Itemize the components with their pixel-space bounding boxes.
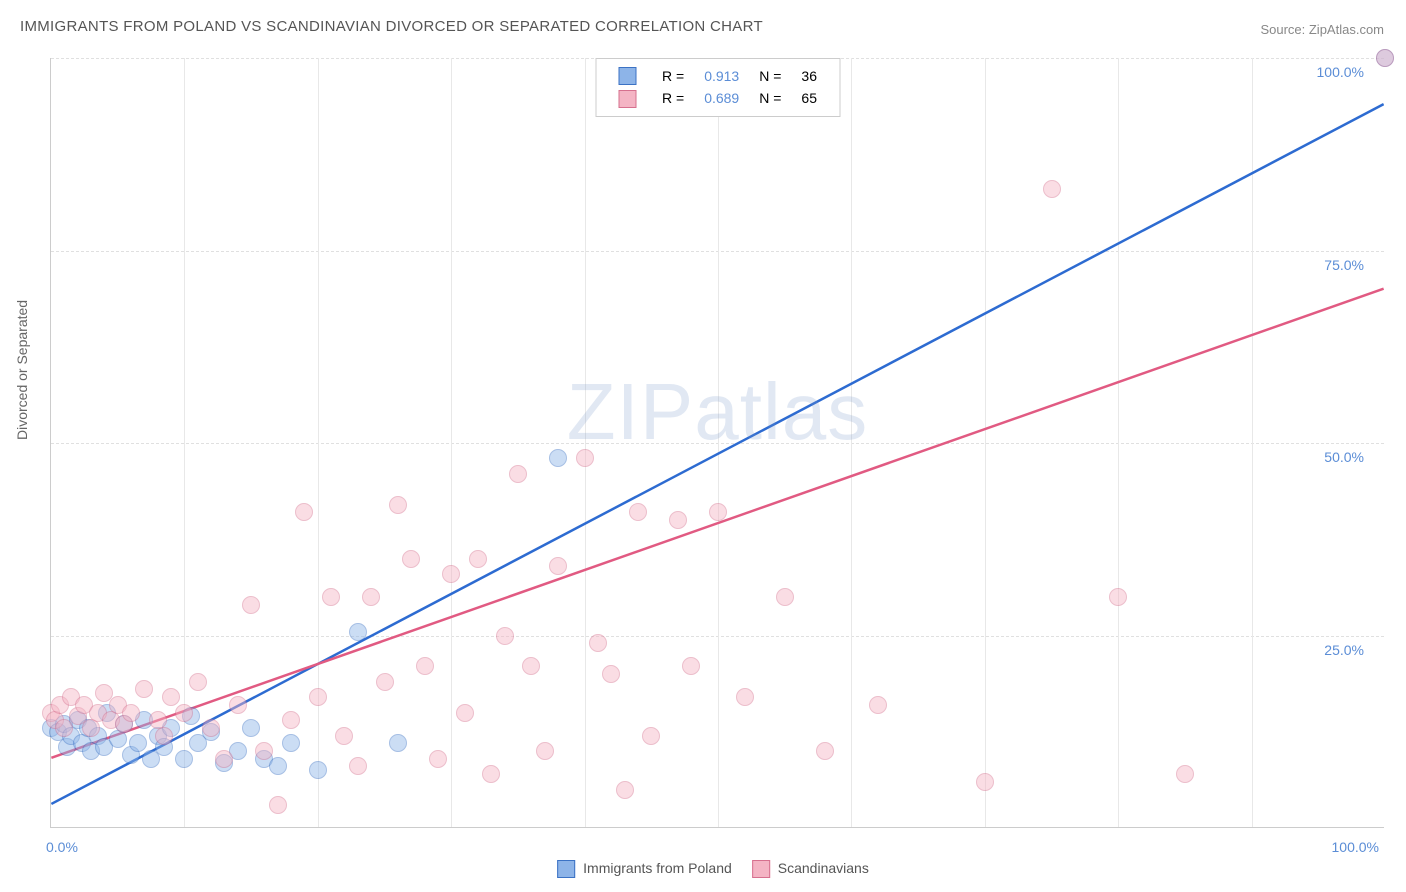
legend-swatch: [752, 860, 770, 878]
scatter-point: [402, 550, 420, 568]
y-axis-label: Divorced or Separated: [14, 300, 30, 440]
gridline-v: [718, 58, 719, 827]
ytick-label: 50.0%: [1284, 449, 1364, 465]
scatter-point: [162, 688, 180, 706]
scatter-point: [362, 588, 380, 606]
legend-n-label: N =: [749, 87, 791, 109]
scatter-point: [175, 704, 193, 722]
scatter-point: [709, 503, 727, 521]
scatter-point: [456, 704, 474, 722]
scatter-point: [509, 465, 527, 483]
scatter-point: [429, 750, 447, 768]
scatter-point: [576, 449, 594, 467]
scatter-point: [549, 449, 567, 467]
scatter-point: [269, 757, 287, 775]
scatter-point: [335, 727, 353, 745]
legend-r-label: R =: [652, 87, 694, 109]
legend-r-value: 0.913: [694, 65, 749, 87]
source-label: Source: ZipAtlas.com: [1260, 22, 1384, 37]
legend-n-label: N =: [749, 65, 791, 87]
scatter-point: [1176, 765, 1194, 783]
scatter-point: [816, 742, 834, 760]
scatter-point: [282, 734, 300, 752]
scatter-point: [482, 765, 500, 783]
ytick-label: 100.0%: [1284, 64, 1364, 80]
legend-label: Scandinavians: [778, 860, 869, 876]
scatter-point: [416, 657, 434, 675]
scatter-point: [295, 503, 313, 521]
legend-swatch: [618, 90, 636, 108]
scatter-point: [202, 719, 220, 737]
legend-swatch: [557, 860, 575, 878]
scatter-point: [1109, 588, 1127, 606]
scatter-point: [976, 773, 994, 791]
scatter-point: [309, 688, 327, 706]
scatter-point: [309, 761, 327, 779]
ytick-label: 75.0%: [1284, 257, 1364, 273]
legend-correlation: R =0.913N =36R =0.689N =65: [595, 58, 840, 117]
gridline-v: [585, 58, 586, 827]
legend-r-value: 0.689: [694, 87, 749, 109]
scatter-point: [616, 781, 634, 799]
legend-r-label: R =: [652, 65, 694, 87]
legend-n-value: 65: [791, 87, 827, 109]
legend-series: Immigrants from Poland Scandinavians: [537, 860, 869, 878]
scatter-point: [189, 673, 207, 691]
legend-row: R =0.913N =36: [608, 65, 827, 87]
scatter-point: [135, 680, 153, 698]
legend-n-value: 36: [791, 65, 827, 87]
scatter-point: [549, 557, 567, 575]
scatter-point: [522, 657, 540, 675]
scatter-point: [129, 734, 147, 752]
legend-swatch: [618, 67, 636, 85]
scatter-point: [536, 742, 554, 760]
scatter-point: [229, 696, 247, 714]
scatter-point: [1376, 49, 1394, 67]
scatter-point: [469, 550, 487, 568]
scatter-point: [642, 727, 660, 745]
gridline-v: [318, 58, 319, 827]
scatter-point: [242, 596, 260, 614]
gridline-v: [1252, 58, 1253, 827]
gridline-v: [851, 58, 852, 827]
xtick-min: 0.0%: [46, 839, 78, 855]
scatter-point: [82, 719, 100, 737]
scatter-point: [242, 719, 260, 737]
scatter-point: [255, 742, 273, 760]
scatter-point: [376, 673, 394, 691]
scatter-point: [1043, 180, 1061, 198]
scatter-point: [175, 750, 193, 768]
scatter-point: [389, 496, 407, 514]
scatter-point: [155, 727, 173, 745]
scatter-point: [269, 796, 287, 814]
scatter-point: [349, 623, 367, 641]
scatter-point: [589, 634, 607, 652]
scatter-point: [349, 757, 367, 775]
legend-label: Immigrants from Poland: [583, 860, 732, 876]
scatter-point: [442, 565, 460, 583]
scatter-point: [282, 711, 300, 729]
legend-row: R =0.689N =65: [608, 87, 827, 109]
plot-area: ZIPatlas R =0.913N =36R =0.689N =65 0.0%…: [50, 58, 1384, 828]
scatter-point: [682, 657, 700, 675]
scatter-point: [602, 665, 620, 683]
chart-title: IMMIGRANTS FROM POLAND VS SCANDINAVIAN D…: [20, 18, 763, 35]
scatter-point: [215, 750, 233, 768]
ytick-label: 25.0%: [1284, 642, 1364, 658]
scatter-point: [109, 730, 127, 748]
scatter-point: [776, 588, 794, 606]
scatter-point: [496, 627, 514, 645]
gridline-v: [985, 58, 986, 827]
scatter-point: [669, 511, 687, 529]
gridline-v: [1118, 58, 1119, 827]
scatter-point: [869, 696, 887, 714]
gridline-v: [451, 58, 452, 827]
scatter-point: [736, 688, 754, 706]
scatter-point: [389, 734, 407, 752]
scatter-point: [322, 588, 340, 606]
scatter-point: [629, 503, 647, 521]
scatter-point: [122, 704, 140, 722]
xtick-max: 100.0%: [1332, 839, 1379, 855]
